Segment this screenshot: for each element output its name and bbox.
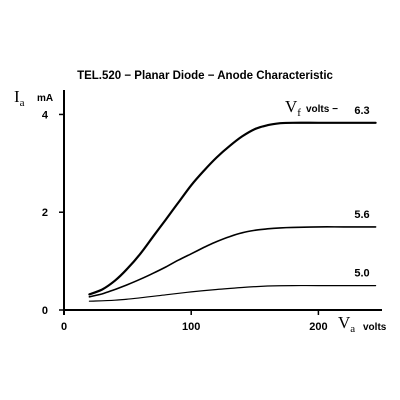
y-tick-label: 0 — [42, 305, 48, 317]
series-line-5.6 — [88, 226, 377, 298]
x-axis-subscript: a — [350, 323, 355, 335]
x-axis-title: Va volts — [338, 313, 387, 335]
y-axis-symbol: I — [14, 87, 20, 106]
legend-subscript: f — [297, 107, 301, 119]
svg-text:Va: Va — [338, 313, 355, 335]
series-line-5.0 — [88, 284, 377, 302]
x-tick-label: 200 — [309, 321, 327, 333]
series-label-6.3: 6.3 — [354, 105, 369, 117]
legend-symbol: V — [285, 97, 298, 116]
y-tick-label: 4 — [42, 109, 49, 121]
series-group: 6.3 5.6 5.0 — [88, 105, 377, 302]
chart-title: TEL.520 − Planar Diode − Anode Character… — [77, 70, 333, 82]
legend-header: Vf volts − — [285, 97, 338, 119]
y-axis-unit: mA — [37, 93, 53, 104]
series-label-5.0: 5.0 — [354, 268, 369, 280]
x-axis-symbol: V — [338, 313, 351, 332]
y-tick-label: 2 — [42, 207, 48, 219]
series-line-6.3 — [88, 121, 377, 296]
x-axis-unit: volts — [363, 322, 387, 333]
y-axis-subscript: a — [20, 97, 25, 109]
y-axis-title: Ia mA — [14, 87, 53, 109]
legend-unit: volts — [306, 104, 330, 115]
axes: 0 2 4 0 100 200 — [42, 90, 382, 333]
x-tick-label: 100 — [182, 321, 200, 333]
series-label-5.6: 5.6 — [354, 209, 369, 221]
svg-text:Ia: Ia — [14, 87, 25, 109]
x-tick-label: 0 — [61, 321, 67, 333]
legend-dash: − — [329, 104, 338, 115]
